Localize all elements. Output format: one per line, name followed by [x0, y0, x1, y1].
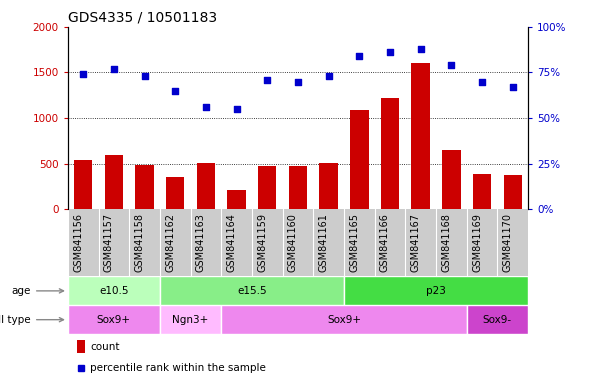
Point [416, 46, 425, 52]
Bar [258, 166, 277, 209]
Bar [68, 276, 160, 305]
Point [293, 78, 303, 84]
Text: GSM841163: GSM841163 [196, 213, 206, 271]
Bar [196, 163, 215, 209]
Point [201, 104, 211, 110]
Text: GSM841170: GSM841170 [503, 213, 513, 271]
Text: GSM841157: GSM841157 [104, 213, 114, 272]
Bar [160, 305, 221, 334]
Text: GSM841160: GSM841160 [288, 213, 298, 271]
Text: GSM841161: GSM841161 [319, 213, 329, 271]
Text: e10.5: e10.5 [99, 286, 129, 296]
Text: GSM841162: GSM841162 [165, 213, 175, 271]
Text: GSM841164: GSM841164 [227, 213, 237, 271]
Bar [411, 63, 430, 209]
Bar [467, 305, 528, 334]
Point [324, 73, 333, 79]
Point [508, 84, 517, 90]
Text: Sox9+: Sox9+ [327, 314, 361, 325]
Point [109, 66, 119, 72]
Point [232, 106, 241, 112]
Text: p23: p23 [426, 286, 446, 296]
Point [171, 88, 180, 94]
Bar [221, 305, 467, 334]
Text: count: count [90, 342, 119, 352]
Bar [344, 276, 528, 305]
Bar [104, 155, 123, 209]
Text: Sox9+: Sox9+ [97, 314, 131, 325]
Text: cell type: cell type [0, 314, 64, 325]
Point [263, 77, 272, 83]
Text: Sox9-: Sox9- [483, 314, 512, 325]
Text: GSM841158: GSM841158 [135, 213, 145, 271]
Bar [473, 174, 491, 209]
Text: GSM841165: GSM841165 [349, 213, 359, 271]
Text: e15.5: e15.5 [237, 286, 267, 296]
Point [385, 49, 395, 55]
Bar [135, 165, 154, 209]
Bar [166, 177, 185, 209]
Bar [350, 110, 369, 209]
Point [355, 53, 364, 59]
Text: Ngn3+: Ngn3+ [172, 314, 209, 325]
Point [140, 73, 149, 79]
Bar [381, 98, 399, 209]
Bar [319, 163, 338, 209]
Bar [74, 160, 93, 209]
Point [447, 62, 456, 68]
Text: GSM841168: GSM841168 [441, 213, 451, 271]
Bar [442, 150, 461, 209]
Text: GSM841156: GSM841156 [73, 213, 83, 271]
Text: GSM841169: GSM841169 [472, 213, 482, 271]
Text: percentile rank within the sample: percentile rank within the sample [90, 363, 266, 373]
Text: GSM841159: GSM841159 [257, 213, 267, 271]
Point [78, 71, 88, 78]
Text: GDS4335 / 10501183: GDS4335 / 10501183 [68, 10, 217, 24]
Text: age: age [12, 286, 64, 296]
Bar [503, 175, 522, 209]
Bar [227, 190, 246, 209]
Bar [289, 166, 307, 209]
Bar [68, 305, 160, 334]
Bar [77, 340, 86, 353]
Bar [160, 276, 344, 305]
Text: GSM841167: GSM841167 [411, 213, 421, 271]
Point [477, 78, 487, 84]
Text: GSM841166: GSM841166 [380, 213, 390, 271]
